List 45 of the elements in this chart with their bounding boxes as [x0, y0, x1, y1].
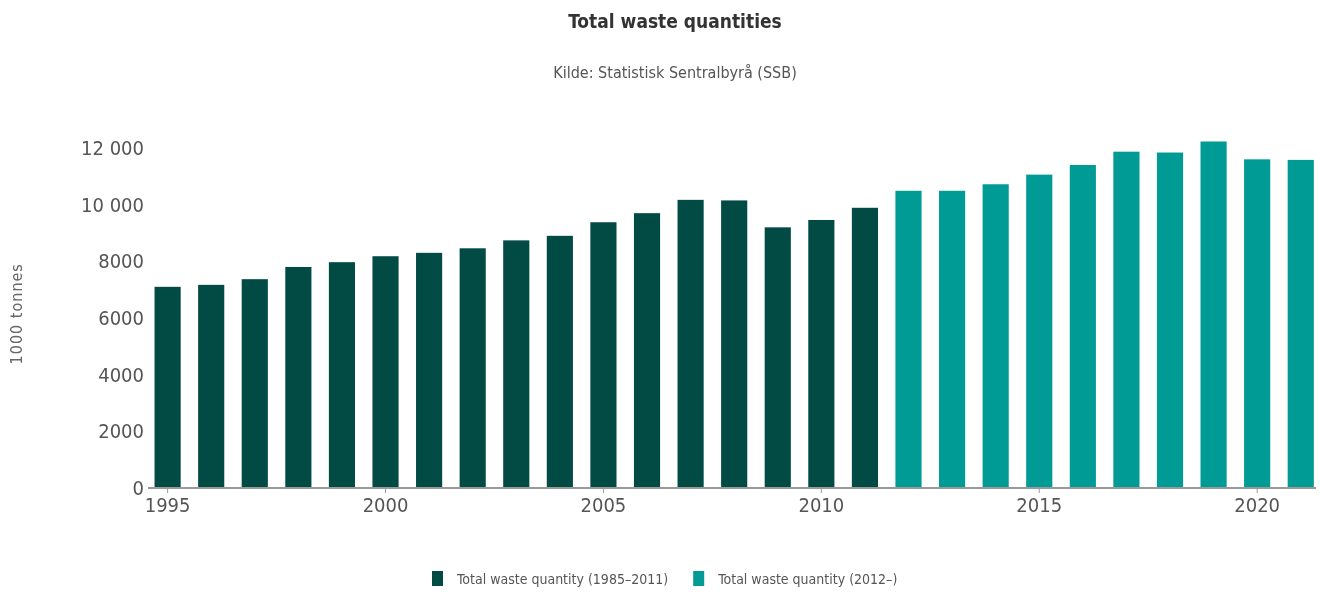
x-tick-label: 2010 [798, 493, 845, 517]
legend-label: Total waste quantity (2012–) [717, 571, 898, 587]
bar [503, 240, 530, 488]
bar [1244, 159, 1271, 488]
bar [154, 286, 181, 488]
legend-label: Total waste quantity (1985–2011) [456, 571, 669, 587]
bar [372, 256, 399, 488]
bar [633, 213, 661, 488]
x-tick-label: 2015 [1016, 493, 1063, 517]
y-tick-label: 8000 [98, 249, 144, 274]
bar [328, 262, 356, 488]
bar [1069, 165, 1096, 488]
bar [1156, 152, 1184, 488]
bar [241, 279, 268, 488]
bar [895, 190, 922, 488]
bar [677, 199, 704, 488]
y-axis-title: 1000 tonnes [7, 263, 26, 365]
y-tick-label: 6000 [98, 306, 144, 330]
bar [851, 207, 878, 488]
y-tick-label: 0 [132, 476, 144, 500]
bar [459, 248, 486, 488]
x-tick-label: 1995 [144, 493, 191, 517]
chart-subtitle: Kilde: Statistisk Sentralbyrå (SSB) [553, 63, 797, 82]
chart-title: Total waste quantities [568, 10, 782, 32]
x-tick-label: 2000 [362, 493, 409, 517]
y-tick-label: 2000 [98, 419, 144, 444]
x-tick-label: 2020 [1234, 493, 1281, 517]
bar [198, 284, 225, 488]
y-tick-label: 10 000 [81, 192, 144, 217]
bar [590, 222, 617, 488]
y-tick-label: 12 000 [81, 136, 144, 160]
bar [416, 252, 443, 488]
bar [939, 190, 966, 488]
bar [1287, 159, 1314, 488]
bar [1113, 151, 1140, 488]
bar [1026, 174, 1053, 488]
bar [546, 235, 573, 488]
bar [982, 184, 1009, 488]
bar [808, 219, 835, 488]
bar [764, 227, 791, 488]
bar [1200, 141, 1227, 488]
bar [721, 200, 748, 488]
x-tick-label: 2005 [580, 493, 627, 517]
bar [285, 267, 312, 488]
y-tick-label: 4000 [98, 362, 144, 387]
